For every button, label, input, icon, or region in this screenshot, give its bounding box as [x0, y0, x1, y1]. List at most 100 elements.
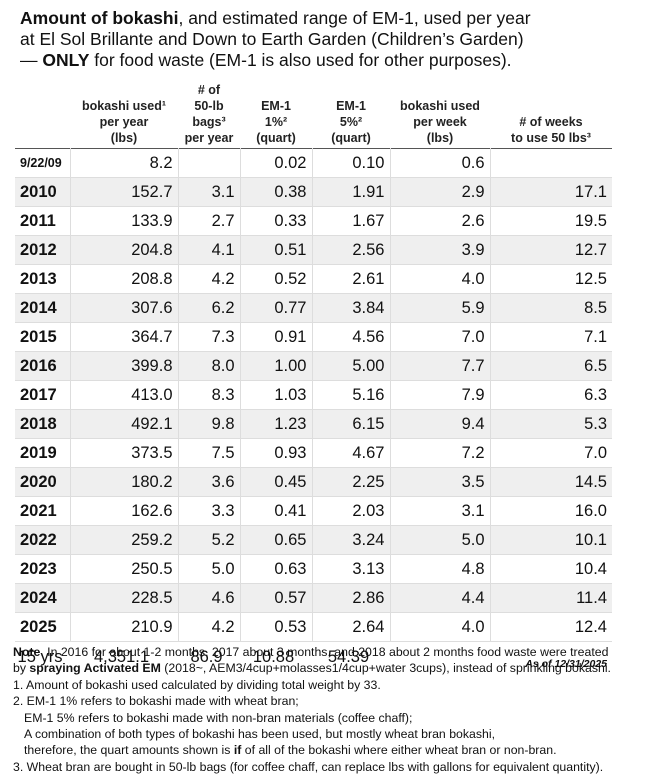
cell: 2.9 — [389, 177, 490, 207]
table-row: 2024 228.5 4.6 0.57 2.86 4.4 11.4 — [15, 583, 612, 613]
cell: 4.67 — [311, 438, 390, 468]
note-text: by — [13, 661, 30, 676]
cell: 0.10 — [311, 148, 390, 178]
note-bold: Note — [13, 645, 41, 659]
row-label: 9/22/09 — [15, 148, 70, 178]
cell: 5.0 — [177, 554, 240, 584]
cell: 8.3 — [177, 380, 240, 410]
column-header: bokashi used per week (lbs) — [390, 82, 490, 149]
note-line: EM-1 5% refers to bokashi made with non-… — [13, 710, 611, 726]
header-line: 50-lb bags³ — [192, 99, 226, 129]
cell: 2.25 — [311, 467, 390, 497]
cell: 4.56 — [311, 322, 390, 352]
note-text: of all of the bokashi where either wheat… — [241, 743, 557, 758]
cell: 11.4 — [489, 583, 612, 613]
table-row: 2018 492.1 9.8 1.23 6.15 9.4 5.3 — [15, 409, 612, 439]
note-text: EM-1 5% refers to bokashi made with non-… — [24, 710, 413, 725]
cell: 4.2 — [177, 264, 240, 294]
cell: 1.03 — [239, 380, 312, 410]
cell: 7.3 — [177, 322, 240, 352]
cell — [177, 148, 240, 178]
total-row: 15 yrs 4,351.1 86.9 10.88 54.39 As of 12/31/2… — [15, 641, 612, 673]
table-row: 2016 399.8 8.0 1.00 5.00 7.7 6.5 — [15, 351, 612, 381]
row-label: 2019 — [15, 438, 70, 468]
note-line: 2. EM-1 1% refers to bokashi made with w… — [13, 693, 611, 709]
cell: 2.7 — [177, 206, 240, 236]
cell: 373.5 — [69, 438, 178, 468]
note-text: . In 2016 for about 1-2 months, 2017 abo… — [40, 645, 609, 659]
table-row: 2014 307.6 6.2 0.77 3.84 5.9 8.5 — [15, 293, 612, 323]
total-cell: 86.9 — [178, 641, 240, 673]
title-bold: ONLY — [42, 50, 90, 70]
table-row: 2022 259.2 5.2 0.65 3.24 5.0 10.1 — [15, 525, 612, 555]
column-header: EM-1 5%² (quart) — [312, 82, 390, 149]
cell: 0.93 — [239, 438, 312, 468]
cell: 5.2 — [177, 525, 240, 555]
table-row: 2021 162.6 3.3 0.41 2.03 3.1 16.0 — [15, 496, 612, 526]
table-row: 2012 204.8 4.1 0.51 2.56 3.9 12.7 — [15, 235, 612, 265]
header-line: (quart) — [331, 131, 371, 145]
cell: 2.03 — [311, 496, 390, 526]
cell: 12.5 — [489, 264, 612, 294]
table-row: 2019 373.5 7.5 0.93 4.67 7.2 7.0 — [15, 438, 612, 468]
cell: 0.57 — [239, 583, 312, 613]
note-line: by spraying Activated EM (2018~, AEM3/4c… — [13, 660, 611, 676]
cell: 6.2 — [177, 293, 240, 323]
cell: 4.1 — [177, 235, 240, 265]
header-line: per year — [184, 131, 234, 145]
cell: 4.0 — [389, 612, 490, 642]
note-text: (2018~, AEM3/4cup+molasses1/4cup+water 3… — [160, 661, 611, 676]
header-line: # of — [197, 83, 221, 97]
row-label: 2010 — [15, 177, 70, 207]
cell: 19.5 — [489, 206, 612, 236]
cell: 3.1 — [177, 177, 240, 207]
cell: 0.41 — [239, 496, 312, 526]
cell: 152.7 — [69, 177, 178, 207]
cell: 4.4 — [389, 583, 490, 613]
note-text: 1. Amount of bokashi used calculated by … — [13, 677, 381, 692]
note-line: 1. Amount of bokashi used calculated by … — [13, 677, 611, 693]
row-label: 2024 — [15, 583, 70, 613]
cell: 3.9 — [389, 235, 490, 265]
title-bold: Amount of bokashi — [20, 8, 179, 28]
cell: 0.6 — [389, 148, 490, 178]
cell: 0.63 — [239, 554, 312, 584]
total-cell: 4,351.1 — [70, 641, 178, 673]
cell: 6.3 — [489, 380, 612, 410]
table-body: 9/22/09 8.2 0.02 0.10 0.6 2010 152.7 3.1 0.38 1.9… — [15, 148, 612, 673]
cell: 0.77 — [239, 293, 312, 323]
cell: 3.6 — [177, 467, 240, 497]
total-label: 15 yrs — [15, 641, 70, 673]
row-label: 2013 — [15, 264, 70, 294]
cell: 17.1 — [489, 177, 612, 207]
cell: 2.61 — [311, 264, 390, 294]
cell: 3.13 — [311, 554, 390, 584]
header-line: EM-1 — [261, 99, 291, 113]
header-line: (lbs) — [110, 131, 138, 145]
header-line: (quart) — [256, 131, 296, 145]
cell: 3.5 — [389, 467, 490, 497]
total-cell: 54.39 — [312, 641, 390, 673]
cell: 0.38 — [239, 177, 312, 207]
cell: 10.4 — [489, 554, 612, 584]
cell: 8.0 — [177, 351, 240, 381]
cell: 413.0 — [69, 380, 178, 410]
row-label: 2023 — [15, 554, 70, 584]
cell: 6.5 — [489, 351, 612, 381]
cell: 9.8 — [177, 409, 240, 439]
cell: 8.5 — [489, 293, 612, 323]
cell: 2.56 — [311, 235, 390, 265]
cell: 0.52 — [239, 264, 312, 294]
note-line: therefore, the quart amounts shown is if… — [13, 742, 611, 758]
cell: 2.6 — [389, 206, 490, 236]
cell: 7.1 — [489, 322, 612, 352]
cell: 1.00 — [239, 351, 312, 381]
cell: 7.7 — [389, 351, 490, 381]
title-text: for food waste (EM-1 is also used for ot… — [89, 50, 512, 70]
cell: 228.5 — [69, 583, 178, 613]
column-header: bokashi used¹ per year (lbs) — [70, 82, 178, 149]
cell: 4.8 — [389, 554, 490, 584]
cell: 12.4 — [489, 612, 612, 642]
header-line: 5%² — [339, 115, 363, 129]
data-table: bokashi used¹ per year (lbs) # of 50-lb bags… — [15, 82, 612, 673]
